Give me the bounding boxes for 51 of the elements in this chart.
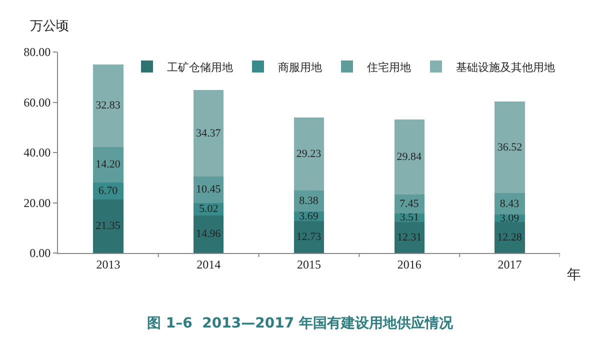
bar xyxy=(93,146,124,183)
data-label: 36.52 xyxy=(497,141,522,154)
y-tick-label: 0.00 xyxy=(30,246,51,260)
x-tick-label: 2017 xyxy=(498,257,522,272)
y-tick-label: 60.00 xyxy=(24,95,51,110)
data-label: 3.69 xyxy=(299,210,319,222)
legend-label: 住宅用地 xyxy=(367,60,411,74)
data-label: 34.37 xyxy=(196,127,222,140)
data-label: 12.28 xyxy=(497,232,522,244)
legend-label: 基础设施及其他用地 xyxy=(456,60,555,74)
x-tick-label: 2015 xyxy=(297,257,321,272)
bar xyxy=(494,222,525,253)
data-label: 14.20 xyxy=(96,158,121,171)
x-tick-label: 2016 xyxy=(397,257,422,272)
x-tick-label: 2013 xyxy=(96,257,120,272)
x-axis-title: 年 xyxy=(567,267,581,283)
y-axis-title: 万公顷 xyxy=(30,19,69,34)
bar xyxy=(494,101,525,194)
text: 图 1–6 2013—2017 年国有建设用地供应情况 xyxy=(147,314,454,332)
data-label: 14.96 xyxy=(196,228,222,240)
bar xyxy=(93,199,124,253)
data-label: 3.51 xyxy=(400,212,420,224)
data-label: 12.31 xyxy=(397,232,422,244)
data-label: 12.73 xyxy=(296,231,322,244)
y-tick-label: 20.00 xyxy=(24,196,51,210)
data-label: 21.35 xyxy=(96,220,121,232)
data-label: 6.70 xyxy=(98,184,118,197)
data-label: 8.38 xyxy=(299,195,319,208)
bar xyxy=(394,194,424,214)
data-label: 10.45 xyxy=(196,184,222,196)
data-label: 29.23 xyxy=(296,148,322,160)
bar xyxy=(394,222,424,253)
legend-label: 工矿仓储用地 xyxy=(167,60,233,74)
y-tick-label: 40.00 xyxy=(24,146,51,160)
data-label: 29.84 xyxy=(396,151,422,164)
bar xyxy=(194,176,224,203)
legend-label: 商服用地 xyxy=(278,60,322,74)
y-tick-label: 80.00 xyxy=(24,45,51,60)
data-label: 5.02 xyxy=(198,203,218,216)
bar xyxy=(394,120,424,195)
data-label: 7.45 xyxy=(400,198,420,210)
data-label: 3.09 xyxy=(500,212,520,224)
data-label: 8.43 xyxy=(500,198,520,210)
bar xyxy=(494,193,525,214)
bar xyxy=(194,90,224,177)
data-label: 32.83 xyxy=(96,100,121,112)
x-tick-label: 2014 xyxy=(196,257,221,272)
bar xyxy=(93,64,124,147)
bar xyxy=(294,221,324,253)
bar xyxy=(194,215,224,253)
bar xyxy=(294,117,324,191)
